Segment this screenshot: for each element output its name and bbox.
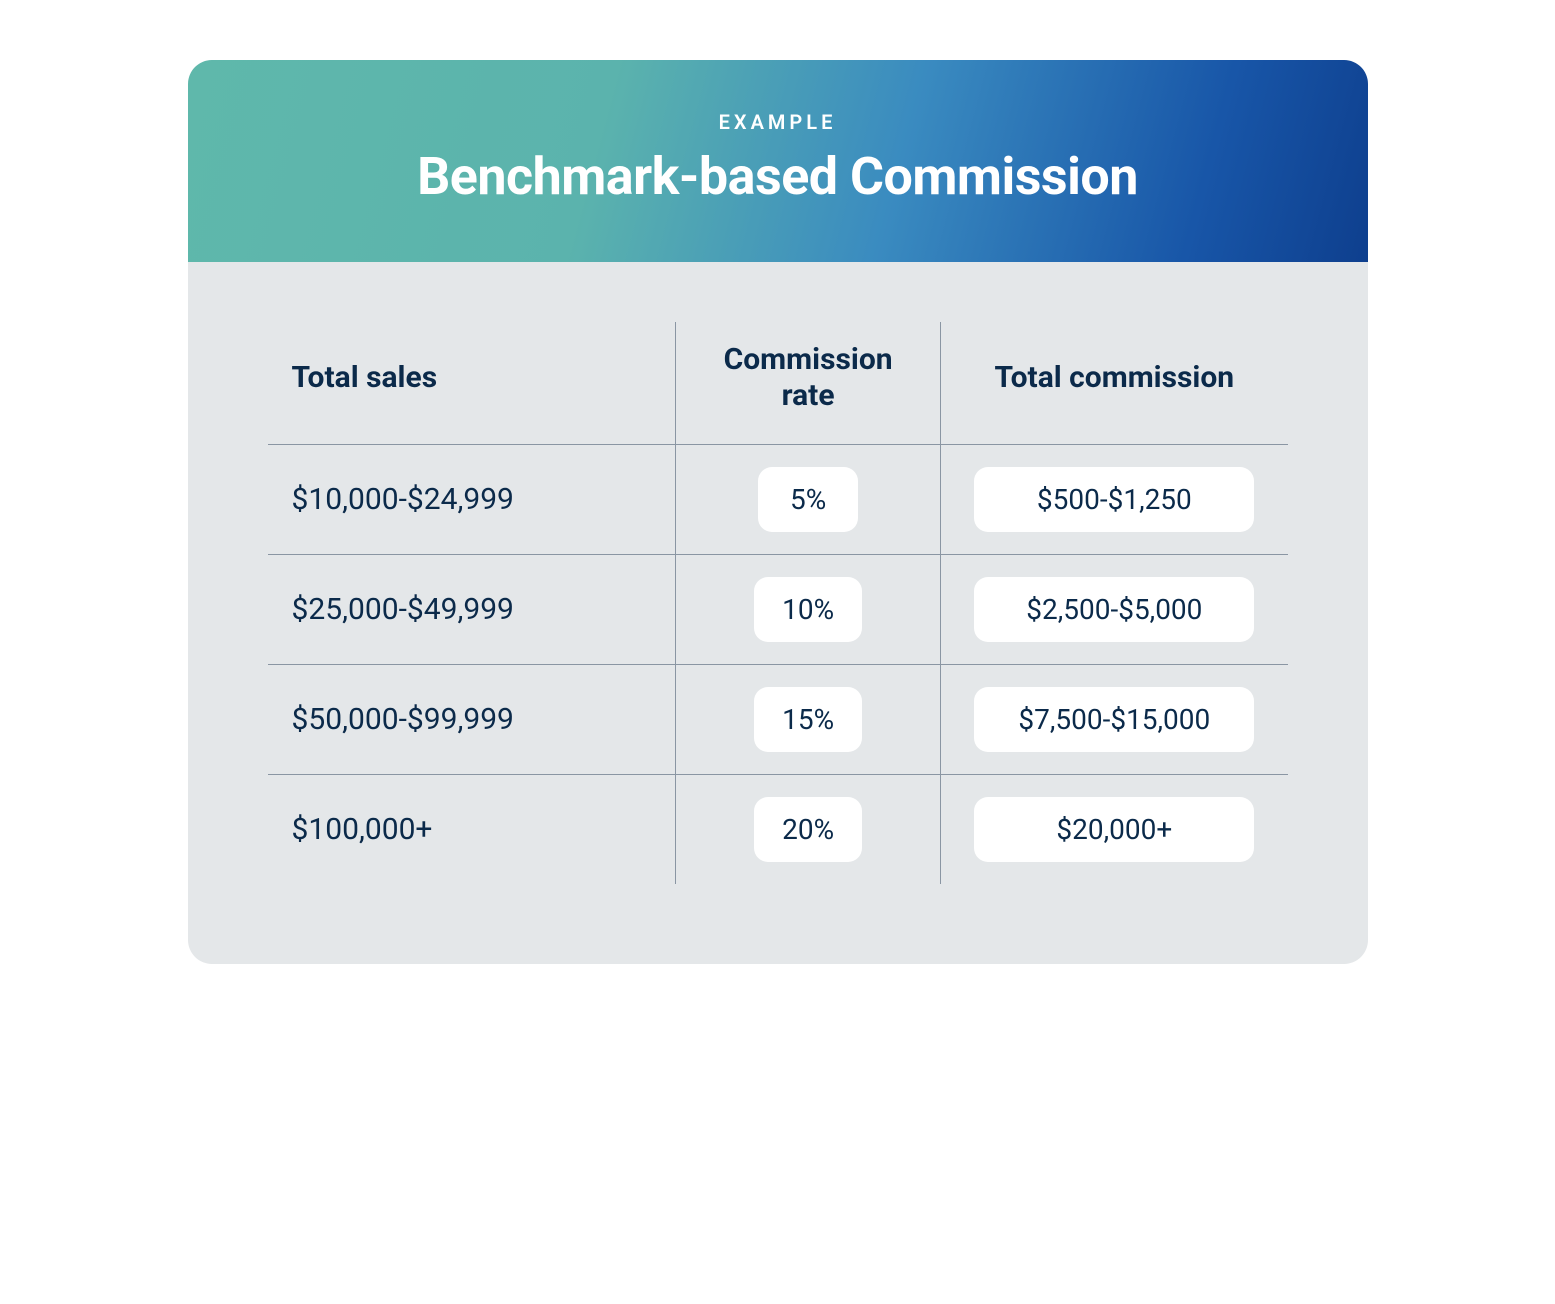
rate-pill: 5% bbox=[758, 467, 858, 532]
cell-total-sales: $25,000-$49,999 bbox=[268, 555, 676, 665]
table-row: $10,000-$24,999 5% $500-$1,250 bbox=[268, 445, 1288, 555]
commission-pill: $20,000+ bbox=[974, 797, 1254, 862]
column-header-total-commission: Total commission bbox=[941, 322, 1288, 445]
cell-total-sales: $50,000-$99,999 bbox=[268, 665, 676, 775]
rate-pill: 15% bbox=[754, 687, 862, 752]
eyebrow-label: EXAMPLE bbox=[228, 110, 1328, 134]
rate-pill: 20% bbox=[754, 797, 862, 862]
card-header: EXAMPLE Benchmark-based Commission bbox=[188, 60, 1368, 262]
cell-total-commission: $20,000+ bbox=[941, 775, 1288, 885]
cell-total-commission: $7,500-$15,000 bbox=[941, 665, 1288, 775]
commission-pill: $2,500-$5,000 bbox=[974, 577, 1254, 642]
commission-card: EXAMPLE Benchmark-based Commission Total… bbox=[188, 60, 1368, 964]
commission-pill: $7,500-$15,000 bbox=[974, 687, 1254, 752]
table-row: $100,000+ 20% $20,000+ bbox=[268, 775, 1288, 885]
cell-total-commission: $500-$1,250 bbox=[941, 445, 1288, 555]
cell-commission-rate: 20% bbox=[676, 775, 941, 885]
card-title: Benchmark-based Commission bbox=[228, 146, 1328, 207]
cell-total-commission: $2,500-$5,000 bbox=[941, 555, 1288, 665]
commission-pill: $500-$1,250 bbox=[974, 467, 1254, 532]
cell-total-sales: $100,000+ bbox=[268, 775, 676, 885]
cell-commission-rate: 15% bbox=[676, 665, 941, 775]
cell-total-sales: $10,000-$24,999 bbox=[268, 445, 676, 555]
column-header-commission-rate: Commission rate bbox=[676, 322, 941, 445]
commission-table: Total sales Commission rate Total commis… bbox=[268, 322, 1288, 884]
cell-commission-rate: 5% bbox=[676, 445, 941, 555]
table-row: $25,000-$49,999 10% $2,500-$5,000 bbox=[268, 555, 1288, 665]
rate-pill: 10% bbox=[754, 577, 862, 642]
table-header-row: Total sales Commission rate Total commis… bbox=[268, 322, 1288, 445]
table-container: Total sales Commission rate Total commis… bbox=[188, 262, 1368, 964]
table-row: $50,000-$99,999 15% $7,500-$15,000 bbox=[268, 665, 1288, 775]
column-header-total-sales: Total sales bbox=[268, 322, 676, 445]
cell-commission-rate: 10% bbox=[676, 555, 941, 665]
